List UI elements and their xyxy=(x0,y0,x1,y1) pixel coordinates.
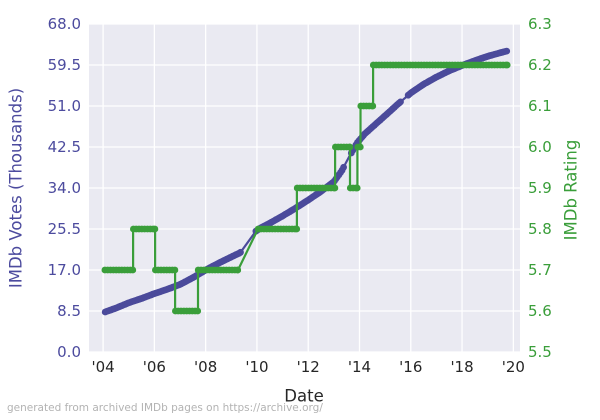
rating-marker xyxy=(356,143,364,151)
votes-marker xyxy=(340,163,347,171)
y-right-tick-label: 6.1 xyxy=(528,97,552,115)
x-tick-label: '16 xyxy=(399,358,423,376)
y-right-tick-label: 5.8 xyxy=(528,220,552,238)
x-tick-label: '12 xyxy=(296,358,320,376)
y-right-tick-label: 6.3 xyxy=(528,15,552,33)
x-tick-label: '04 xyxy=(91,358,115,376)
source-caption: generated from archived IMDb pages on ht… xyxy=(7,402,323,414)
rating-marker xyxy=(503,61,511,69)
rating-marker xyxy=(129,266,137,274)
y-right-tick-label: 5.6 xyxy=(528,302,552,320)
rating-marker xyxy=(346,143,354,151)
x-tick-label: '18 xyxy=(450,358,474,376)
y-left-tick-label: 25.5 xyxy=(47,220,81,238)
x-tick-label: '20 xyxy=(501,358,525,376)
x-tick-label: '14 xyxy=(347,358,372,376)
rating-marker xyxy=(331,184,339,192)
x-tick-label: '10 xyxy=(245,358,269,376)
y-right-tick-label: 5.9 xyxy=(528,179,552,197)
rating-marker xyxy=(353,184,361,192)
votes-marker xyxy=(397,98,404,106)
x-tick-label: '08 xyxy=(194,358,218,376)
rating-marker xyxy=(194,307,202,315)
rating-marker xyxy=(369,102,377,110)
y-right-tick-label: 6.0 xyxy=(528,138,552,156)
votes-marker xyxy=(503,47,511,55)
rating-line xyxy=(104,63,508,313)
y-left-tick-label: 59.5 xyxy=(47,56,81,74)
y-left-tick-label: 17.0 xyxy=(47,261,81,279)
y-left-tick-label: 51.0 xyxy=(47,97,81,115)
y-left-tick-label: 68.0 xyxy=(47,15,81,33)
y-left-tick-label: 42.5 xyxy=(47,138,81,156)
y-axis-title-left: IMDb Votes (Thousands) xyxy=(6,87,26,289)
x-axis-title: Date xyxy=(284,386,324,406)
y-left-tick-label: 0.0 xyxy=(57,343,81,361)
votes-marker xyxy=(237,248,244,256)
rating-marker xyxy=(151,225,159,233)
y-left-tick-label: 8.5 xyxy=(57,302,81,320)
y-right-tick-label: 5.7 xyxy=(528,261,552,279)
y-right-tick-label: 5.5 xyxy=(528,343,552,361)
y-left-tick-label: 34.0 xyxy=(47,179,81,197)
rating-marker xyxy=(171,266,179,274)
rating-marker xyxy=(293,225,301,233)
x-tick-label: '06 xyxy=(142,358,166,376)
y-right-tick-label: 6.2 xyxy=(528,56,552,74)
rating-marker xyxy=(234,266,242,274)
